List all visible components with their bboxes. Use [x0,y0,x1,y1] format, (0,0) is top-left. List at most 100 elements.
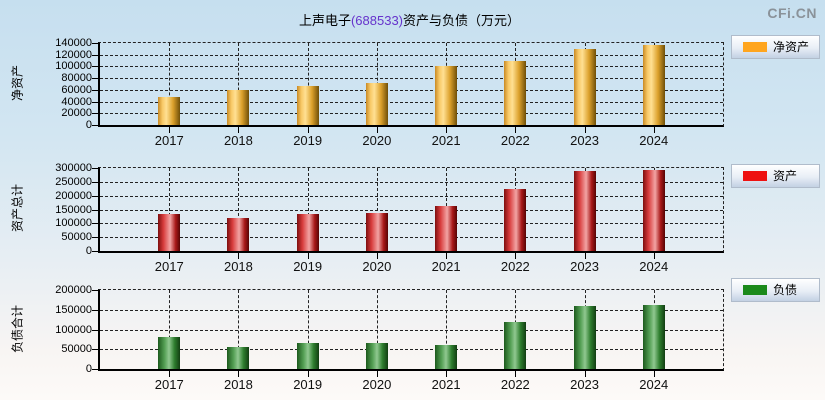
x-tick-label: 2020 [362,259,392,274]
y-tick-label: 40000 [61,95,92,108]
x-tick-label: 2021 [431,377,461,392]
x-tick-label: 2024 [639,133,669,148]
y-tick-label: 50000 [61,343,92,356]
gridline-horizontal [100,78,723,80]
y-tick-mark [92,209,98,211]
y-tick-label: 20000 [61,107,92,120]
y-tick-mark [92,125,98,126]
page-title: 上声电子(688533)资产与负债（万元） [98,10,721,29]
x-tick-label: 2020 [362,133,392,148]
gridline-vertical [307,43,309,125]
gridline-vertical [238,168,240,251]
x-tick-mark [238,253,240,259]
y-tick-mark [92,195,98,197]
gridline-vertical [238,290,240,369]
x-tick-label: 2017 [154,377,184,392]
y-tick-label: 200000 [55,189,92,202]
bar-2022 [504,322,527,369]
x-tick-label: 2023 [570,133,600,148]
net-assets-chart-plot: 0 20000 40000 60000 80000 100000 120000 140000 2… [55,38,724,148]
y-tick-label: 120000 [55,48,92,61]
legend-net-assets: 净资产 [731,35,820,59]
y-tick-label: 0 [85,363,92,375]
bar-2018 [227,218,250,251]
x-tick-label: 2023 [570,259,600,274]
y-tick-mark [92,66,98,68]
gridline-horizontal [100,66,723,68]
bar-2018 [227,346,250,369]
gridline-horizontal [100,309,723,311]
x-tick-label: 2019 [293,133,323,148]
x-tick-mark [653,371,655,377]
bar-2017 [158,214,181,251]
x-tick-label: 2017 [154,133,184,148]
gridline-vertical [446,290,448,369]
gridline-horizontal [100,113,723,115]
y-tick-mark [92,43,98,44]
y-tick-mark [92,237,98,239]
bar-2019 [296,85,319,125]
bar-2021 [435,344,458,369]
x-tick-mark [584,127,586,133]
bar-2023 [573,49,596,125]
x-tick-mark [446,127,448,133]
y-tick-mark [92,223,98,225]
y-tick-label: 50000 [61,231,92,244]
x-tick-mark [653,253,655,259]
y-tick-label: 250000 [55,175,92,188]
legend-label-liabilities: 负债 [773,283,798,297]
y-tick-label: 100000 [55,217,92,230]
x-tick-label: 2022 [500,133,530,148]
gridline-vertical [169,168,171,251]
bar-2019 [296,342,319,369]
y-tick-label: 300000 [55,162,92,174]
y-tick-label: 100000 [55,323,92,336]
legend-label-net-assets: 净资产 [773,40,810,54]
x-tick-mark [446,253,448,259]
x-tick-label: 2019 [293,377,323,392]
bar-2024 [642,170,665,251]
gridline-horizontal [100,195,723,197]
bar-2019 [296,214,319,251]
x-tick-label: 2018 [223,259,253,274]
x-tick-label: 2018 [223,133,253,148]
y-tick-label: 150000 [55,303,92,316]
legend-assets: 资产 [731,164,820,188]
y-axis-title-net-assets: 净资产 [10,64,25,102]
y-axis-title-total-assets: 资产总计 [10,183,25,233]
bar-2017 [158,96,181,125]
liabilities-chart-plot: 0 50000 100000 150000 200000 2017 2018 2019 2020… [55,285,724,392]
page-title-company: 上声电子 [298,13,351,28]
bar-2021 [435,206,458,251]
legend-swatch-assets [743,171,767,181]
y-tick-label: 60000 [61,83,92,96]
x-tick-label: 2021 [431,259,461,274]
y-tick-mark [92,309,98,311]
x-tick-mark [376,253,378,259]
gridline-vertical [307,168,309,251]
y-tick-mark [92,54,98,56]
gridline-horizontal [100,223,723,225]
legend-swatch-liabilities [743,285,767,295]
bar-2022 [504,60,527,125]
bar-2021 [435,66,458,125]
x-tick-label: 2017 [154,259,184,274]
y-tick-mark [92,369,98,370]
x-tick-mark [376,127,378,133]
x-tick-label: 2021 [431,133,461,148]
y-tick-mark [92,89,98,91]
x-tick-mark [376,371,378,377]
y-tick-label: 100000 [55,60,92,73]
y-tick-mark [92,101,98,103]
y-tick-mark [92,168,98,169]
bar-2018 [227,90,250,125]
x-tick-mark [238,127,240,133]
bar-2023 [573,171,596,251]
x-tick-label: 2020 [362,377,392,392]
x-tick-mark [169,253,171,259]
legend-liabilities: 负债 [731,278,820,302]
x-tick-mark [169,127,171,133]
x-tick-mark [307,371,309,377]
gridline-vertical [169,43,171,125]
